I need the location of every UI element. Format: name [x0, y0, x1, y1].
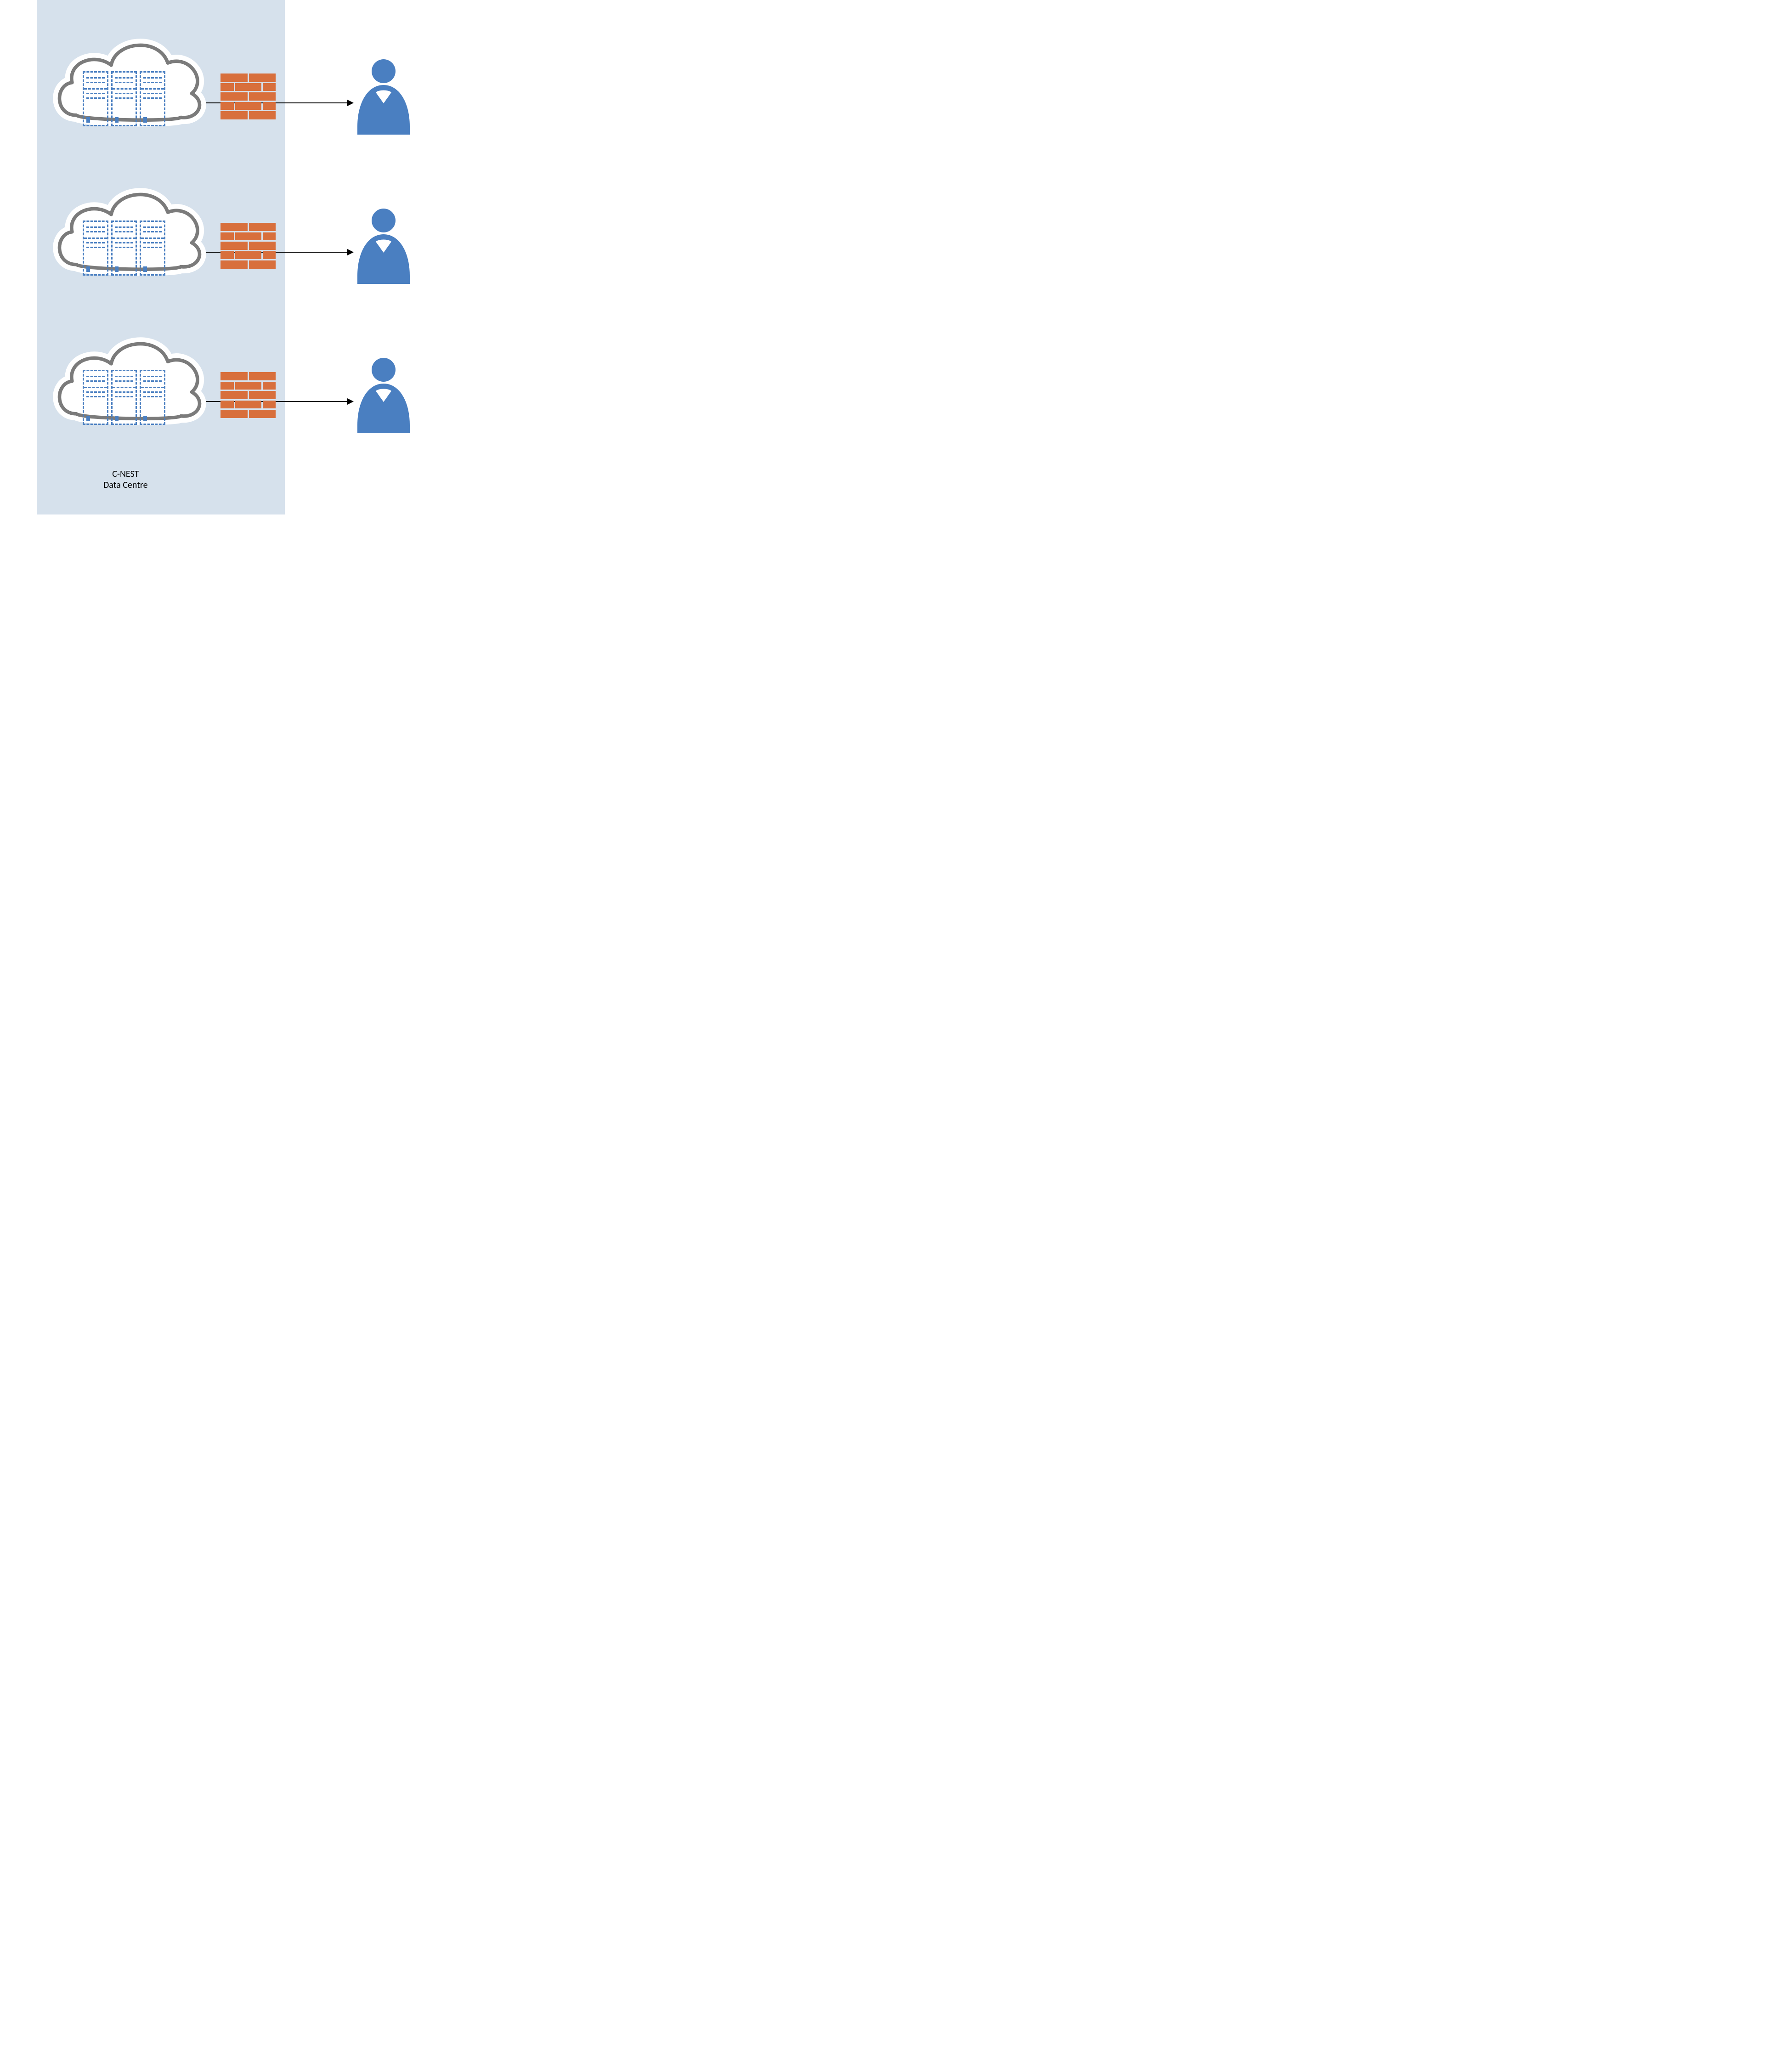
- brick: [235, 382, 261, 390]
- arrow-head-right-icon: [347, 398, 354, 405]
- datacenter-caption: C-NEST Data Centre: [103, 469, 148, 491]
- caption-line-2: Data Centre: [103, 480, 148, 491]
- brick: [220, 111, 248, 119]
- server-rack-icon: [83, 220, 165, 276]
- brick: [249, 242, 276, 250]
- server-unit: [140, 220, 165, 276]
- brick: [263, 232, 276, 241]
- brick: [220, 391, 248, 399]
- brick: [249, 410, 276, 418]
- server-unit: [83, 370, 108, 425]
- brick-row: [220, 382, 276, 390]
- brick: [220, 83, 234, 91]
- brick: [235, 232, 261, 241]
- user-icon: [354, 207, 413, 285]
- arrow-head-right-icon: [347, 249, 354, 255]
- diagram-row: [0, 170, 448, 289]
- brick: [249, 92, 276, 101]
- brick: [220, 242, 248, 250]
- brick: [263, 83, 276, 91]
- brick: [220, 401, 234, 409]
- user-icon: [354, 356, 413, 434]
- brick-row: [220, 232, 276, 241]
- brick-row: [220, 74, 276, 82]
- brick: [249, 260, 276, 269]
- server-unit: [111, 71, 137, 126]
- brick-row: [220, 391, 276, 399]
- brick-row: [220, 251, 276, 260]
- brick-row: [220, 260, 276, 269]
- brick: [263, 382, 276, 390]
- brick: [235, 251, 261, 260]
- brick-row: [220, 102, 276, 110]
- arrow-head-right-icon: [347, 100, 354, 106]
- brick: [263, 102, 276, 110]
- brick: [249, 372, 276, 380]
- server-unit: [140, 71, 165, 126]
- user-icon: [354, 57, 413, 136]
- diagram-row: [0, 319, 448, 439]
- brick: [235, 401, 261, 409]
- brick: [220, 410, 248, 418]
- caption-line-1: C-NEST: [103, 469, 148, 480]
- brick: [249, 391, 276, 399]
- server-rack-icon: [83, 370, 165, 425]
- brick-row: [220, 111, 276, 119]
- brick-row: [220, 401, 276, 409]
- server-unit: [83, 220, 108, 276]
- brick: [220, 92, 248, 101]
- firewall-icon: [220, 223, 276, 269]
- server-unit: [140, 370, 165, 425]
- brick: [220, 74, 248, 82]
- brick-row: [220, 92, 276, 101]
- brick: [220, 223, 248, 231]
- server-unit: [111, 220, 137, 276]
- brick-row: [220, 83, 276, 91]
- brick: [220, 232, 234, 241]
- server-unit: [83, 71, 108, 126]
- brick: [263, 251, 276, 260]
- server-unit: [111, 370, 137, 425]
- server-rack-icon: [83, 71, 165, 126]
- brick: [220, 382, 234, 390]
- brick: [220, 372, 248, 380]
- brick: [263, 401, 276, 409]
- brick: [235, 102, 261, 110]
- brick-row: [220, 372, 276, 380]
- brick: [235, 83, 261, 91]
- brick: [220, 102, 234, 110]
- brick: [220, 260, 248, 269]
- brick-row: [220, 242, 276, 250]
- brick: [249, 111, 276, 119]
- diagram-row: [0, 21, 448, 140]
- brick: [249, 74, 276, 82]
- brick-row: [220, 410, 276, 418]
- brick: [220, 251, 234, 260]
- firewall-icon: [220, 372, 276, 418]
- brick-row: [220, 223, 276, 231]
- firewall-icon: [220, 74, 276, 119]
- brick: [249, 223, 276, 231]
